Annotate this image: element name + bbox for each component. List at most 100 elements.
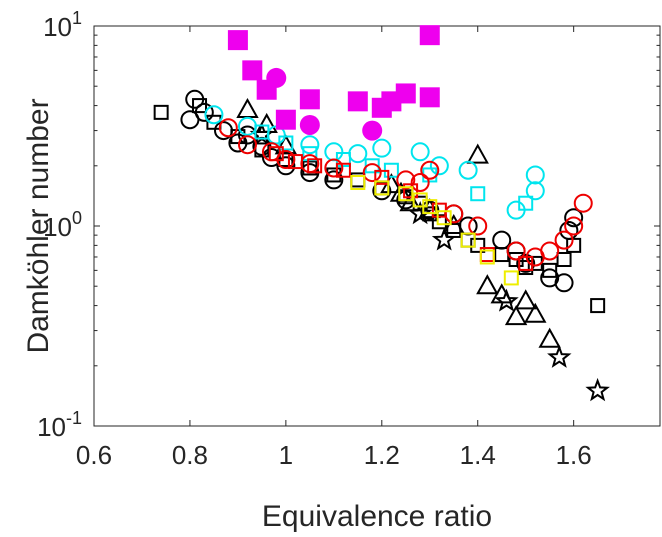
circle-marker [362, 163, 382, 183]
circle-marker [468, 216, 488, 236]
square-marker [268, 146, 284, 162]
circle-marker [559, 220, 579, 240]
circle-marker [516, 253, 536, 273]
circle-marker [525, 165, 545, 185]
square-marker [153, 104, 169, 120]
y-tick-label: 101 [43, 8, 82, 42]
square-marker [431, 202, 447, 218]
square-marker [275, 109, 296, 130]
square-marker [422, 199, 438, 215]
y-axis-title: Damköhler number [22, 98, 55, 353]
star-marker [585, 377, 610, 402]
square-marker [335, 162, 351, 178]
square-marker [242, 60, 263, 81]
star-marker [407, 201, 433, 225]
circle-marker [324, 170, 344, 190]
x-tick-label: 1 [279, 440, 293, 470]
circle-marker [299, 114, 320, 135]
square-marker [508, 251, 524, 267]
circle-marker [194, 102, 214, 122]
square-marker [398, 186, 414, 202]
square-marker [436, 210, 452, 226]
square-marker [307, 158, 323, 174]
circle-marker [214, 121, 234, 141]
circle-marker [410, 173, 430, 193]
square-marker [347, 91, 368, 112]
triangle-marker [504, 305, 528, 326]
square-marker [374, 169, 390, 185]
circle-marker [261, 148, 281, 168]
triangle-marker [274, 134, 298, 155]
triangle-marker [466, 143, 489, 164]
square-marker [254, 124, 270, 140]
square-marker [192, 98, 208, 114]
circle-marker [525, 181, 545, 201]
triangle-marker [476, 274, 499, 295]
square-marker [518, 255, 534, 271]
circle-marker [204, 105, 224, 125]
circle-marker [458, 160, 478, 180]
circle-marker [420, 160, 440, 180]
x-tick-label: 0.8 [172, 440, 208, 470]
circle-marker [410, 142, 430, 162]
circle-marker [554, 230, 574, 250]
circle-marker [266, 67, 287, 88]
circle-marker [218, 118, 238, 138]
x-tick-label: 1.2 [364, 440, 400, 470]
x-tick-label: 1.6 [556, 440, 592, 470]
square-marker [403, 183, 419, 199]
circle-marker [492, 230, 512, 250]
triangle-marker [418, 198, 441, 219]
square-marker [566, 237, 582, 253]
square-marker [299, 89, 320, 110]
x-axis-title: Equivalence ratio [262, 500, 492, 533]
x-tick-labels: 0.6 0.8 1 1.2 1.4 1.6 [76, 440, 592, 470]
square-marker [227, 30, 248, 51]
square-marker [470, 237, 486, 253]
square-marker [350, 175, 366, 191]
square-marker [419, 25, 440, 46]
circle-marker [573, 193, 593, 213]
circle-marker [564, 216, 584, 236]
star-marker [431, 227, 457, 251]
square-marker [460, 232, 476, 248]
circle-marker [362, 120, 383, 141]
square-marker [395, 83, 416, 104]
square-marker [556, 251, 572, 267]
circle-marker [237, 135, 257, 155]
square-marker [419, 87, 440, 108]
y-tick-labels: 10-1 100 101 [37, 8, 82, 442]
star-marker [547, 344, 572, 368]
square-marker [518, 195, 534, 211]
circle-marker [506, 241, 526, 261]
y-tick-label: 100 [43, 208, 82, 242]
x-tick-label: 1.4 [460, 440, 496, 470]
circle-marker [276, 156, 296, 176]
square-marker [374, 180, 390, 196]
square-marker [278, 135, 294, 151]
circle-marker [540, 241, 560, 261]
tick-marks [93, 25, 660, 427]
square-marker [431, 214, 447, 230]
circle-marker [185, 89, 205, 109]
circle-marker [429, 156, 449, 176]
square-marker [590, 298, 606, 314]
star-marker [494, 288, 519, 312]
square-marker [287, 154, 303, 170]
triangle-marker [538, 327, 561, 348]
circle-marker [554, 273, 574, 293]
circle-marker [324, 158, 344, 178]
square-marker [542, 262, 558, 278]
triangle-marker [524, 302, 547, 323]
x-tick-label: 0.6 [76, 440, 112, 470]
square-marker [470, 186, 486, 202]
circle-marker [396, 170, 416, 190]
square-marker [479, 249, 495, 265]
circle-marker [564, 208, 584, 228]
triangle-marker [514, 289, 537, 310]
y-tick-label: 10-1 [37, 408, 82, 442]
circle-marker [372, 138, 392, 158]
square-marker [503, 270, 519, 286]
data-marks [153, 25, 610, 402]
